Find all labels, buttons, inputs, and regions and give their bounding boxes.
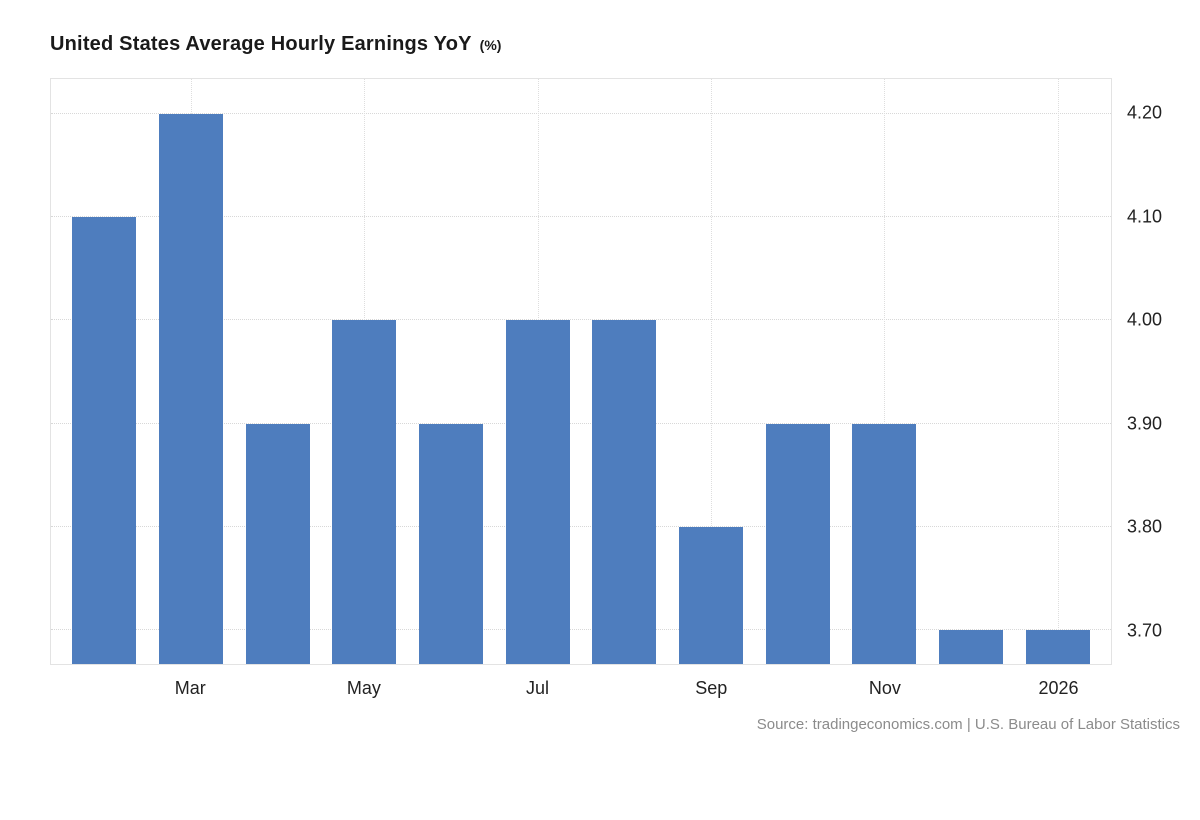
v-gridline xyxy=(1057,79,1059,664)
bar-cell xyxy=(321,79,408,664)
y-axis-label: 4.10 xyxy=(1127,206,1163,227)
x-axis-label xyxy=(581,666,668,699)
bar-month-9[interactable] xyxy=(765,423,830,664)
x-axis-label xyxy=(928,666,1015,699)
x-axis-label: May xyxy=(346,678,381,698)
x-axis-label xyxy=(60,666,147,699)
x-axis-label: Jul xyxy=(526,678,550,698)
y-axis-label: 3.90 xyxy=(1127,413,1163,434)
bar-jul[interactable] xyxy=(505,320,570,664)
y-axis-label: 4.00 xyxy=(1127,309,1163,330)
bar-cell xyxy=(754,79,841,664)
bar-2026[interactable] xyxy=(1025,629,1090,664)
bar-cell xyxy=(581,79,668,664)
bar-month-3[interactable] xyxy=(245,423,310,664)
bars-row xyxy=(51,79,1111,664)
bar-cell xyxy=(928,79,1015,664)
x-axis-label xyxy=(234,666,321,699)
x-axis-label: Mar xyxy=(174,678,206,698)
bar-cell xyxy=(1014,79,1101,664)
bar-month-5[interactable] xyxy=(418,423,484,664)
y-axis-label: 4.20 xyxy=(1127,102,1163,123)
bar-month-7[interactable] xyxy=(592,320,657,664)
source-attribution: Source: tradingeconomics.com | U.S. Bure… xyxy=(756,716,1180,733)
bar-cell xyxy=(148,79,235,664)
y-axis-labels: 3.70 3.80 3.90 4.00 4.10 4.20 xyxy=(1112,78,1200,665)
x-axis-label: Nov xyxy=(868,678,901,698)
bar-cell xyxy=(668,79,755,664)
chart-title-unit: (%) xyxy=(479,37,502,53)
x-axis-label xyxy=(407,666,494,699)
chart-title: United States Average Hourly Earnings Yo… xyxy=(50,33,501,56)
x-axis-label: Sep xyxy=(695,678,728,698)
y-axis-label: 3.70 xyxy=(1127,620,1163,641)
bar-mar[interactable] xyxy=(158,114,224,664)
bar-cell xyxy=(494,79,581,664)
x-axis-label xyxy=(755,666,842,699)
x-axis-label: 2026 xyxy=(1038,678,1079,698)
plot-area xyxy=(50,78,1112,665)
bar-cell xyxy=(61,79,148,664)
bar-sep[interactable] xyxy=(678,526,744,664)
bar-cell xyxy=(408,79,495,664)
bar-month-1[interactable] xyxy=(72,217,137,664)
y-axis-label: 3.80 xyxy=(1127,516,1163,537)
chart-title-text: United States Average Hourly Earnings Yo… xyxy=(50,33,472,55)
x-axis-labels: Mar May Jul Sep Nov 2026 xyxy=(50,666,1112,699)
bar-month-11[interactable] xyxy=(938,629,1004,664)
bar-may[interactable] xyxy=(332,320,397,664)
bar-nov[interactable] xyxy=(852,423,917,664)
bar-cell xyxy=(234,79,321,664)
bar-cell xyxy=(841,79,928,664)
